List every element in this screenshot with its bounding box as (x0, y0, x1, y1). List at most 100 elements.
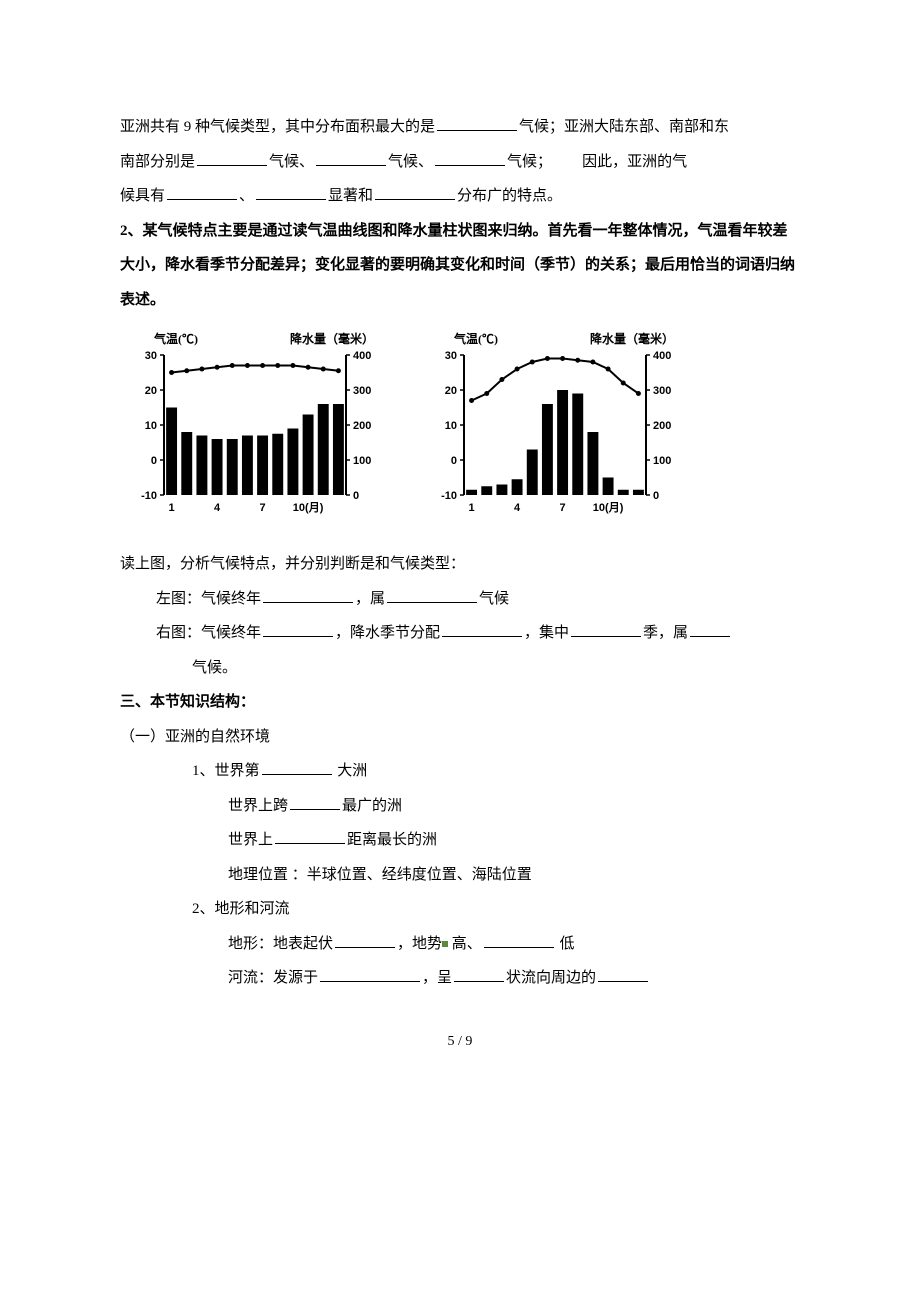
paragraph-1c: 候具有 、 显著和 分布广的特点。 (120, 179, 800, 214)
svg-text:10: 10 (145, 420, 157, 432)
blank (290, 794, 340, 810)
text: ，降水季节分配 (335, 625, 440, 641)
blank (454, 966, 504, 982)
text: 状流向周边的 (506, 970, 596, 986)
svg-text:20: 20 (445, 385, 457, 397)
text: ，地势 (397, 936, 442, 952)
svg-text:200: 200 (653, 420, 671, 432)
svg-text:10: 10 (445, 420, 457, 432)
blank (437, 115, 517, 131)
svg-text:4: 4 (214, 502, 221, 514)
svg-text:30: 30 (145, 350, 157, 362)
svg-text:降水量（毫米）: 降水量（毫米） (290, 331, 374, 346)
blank (387, 587, 477, 603)
chart-right: -1001020300100200300400气温(℃)降水量（毫米）14710… (420, 327, 690, 527)
text: ，呈 (422, 970, 452, 986)
text: 1、世界第 (192, 763, 260, 779)
svg-text:200: 200 (353, 420, 371, 432)
svg-text:7: 7 (260, 502, 266, 514)
text: 分布广的特点。 (457, 188, 562, 204)
text: 大洲 (334, 763, 368, 779)
text: 因此，亚洲的气 (582, 154, 687, 170)
svg-text:400: 400 (353, 350, 371, 362)
svg-text:-10: -10 (441, 490, 457, 502)
svg-text:0: 0 (653, 490, 659, 502)
svg-text:降水量（毫米）: 降水量（毫米） (590, 331, 674, 346)
text: 低 (556, 936, 575, 952)
blank (435, 150, 505, 166)
text: 季，属 (643, 625, 688, 641)
sec3-1-1b: 世界上 距离最长的洲 (120, 823, 800, 858)
svg-text:7: 7 (560, 502, 566, 514)
blank (320, 966, 420, 982)
blank (275, 828, 345, 844)
blank (256, 184, 326, 200)
text: 高、 (448, 936, 482, 952)
sec3-1-1: 1、世界第 大洲 (120, 754, 800, 789)
svg-text:1: 1 (469, 502, 475, 514)
svg-text:-10: -10 (141, 490, 157, 502)
svg-text:300: 300 (653, 385, 671, 397)
read-intro: 读上图，分析气候特点，并分别判断是和气候类型： (120, 547, 800, 582)
svg-text:0: 0 (353, 490, 359, 502)
text: 气候； (507, 154, 552, 170)
text: 右图：气候终年 (156, 625, 261, 641)
chart-left-svg: -1001020300100200300400气温(℃)降水量（毫米）14710… (120, 327, 390, 527)
text: 气候、 (269, 154, 314, 170)
text: 、 (239, 188, 254, 204)
text: 世界上 (228, 832, 273, 848)
blank (263, 587, 353, 603)
svg-text:10(月): 10(月) (593, 501, 624, 514)
blank (375, 184, 455, 200)
text: 地形：地表起伏 (228, 936, 333, 952)
blank (571, 621, 641, 637)
sec3-1-1a: 世界上跨 最广的洲 (120, 789, 800, 824)
blank (263, 621, 333, 637)
text: 气候、 (388, 154, 433, 170)
sec3-1-title: （一）亚洲的自然环境 (120, 720, 800, 755)
text: 河流：发源于 (228, 970, 318, 986)
text: 世界上跨 (228, 798, 288, 814)
page-footer: 5 / 9 (120, 1026, 800, 1058)
left-fig-line: 左图：气候终年，属气候 (120, 582, 800, 617)
blank (598, 966, 648, 982)
page-container: 亚洲共有 9 种气候类型，其中分布面积最大的是 气候；亚洲大陆东部、南部和东 南部… (0, 0, 920, 1118)
text: ，集中 (524, 625, 569, 641)
paragraph-1b: 南部分别是 气候、 气候、 气候； 因此，亚洲的气 (120, 145, 800, 180)
svg-text:30: 30 (445, 350, 457, 362)
text: 候具有 (120, 188, 165, 204)
svg-text:300: 300 (353, 385, 371, 397)
blank (690, 621, 730, 637)
sec3-1-2b: 河流：发源于 ，呈 状流向周边的 (120, 961, 800, 996)
blank (197, 150, 267, 166)
blank (262, 759, 332, 775)
charts-row: -1001020300100200300400气温(℃)降水量（毫米）14710… (120, 327, 800, 527)
svg-text:0: 0 (151, 455, 157, 467)
svg-text:气温(℃): 气温(℃) (453, 331, 498, 346)
text: 距离最长的洲 (347, 832, 437, 848)
svg-text:4: 4 (514, 502, 521, 514)
text: 气候。 (192, 660, 237, 676)
svg-text:10(月): 10(月) (293, 501, 324, 514)
sec3-1-1c: 地理位置 ：半球位置、经纬度位置、海陆位置 (120, 858, 800, 893)
blank (335, 932, 395, 948)
chart-right-svg: -1001020300100200300400气温(℃)降水量（毫米）14710… (420, 327, 690, 527)
svg-text:400: 400 (653, 350, 671, 362)
text: 南部分别是 (120, 154, 195, 170)
text: 气候；亚洲大陆东部、南部和东 (519, 119, 729, 135)
blank (442, 621, 522, 637)
blank (316, 150, 386, 166)
text: 气候 (479, 591, 509, 607)
section3-title: 三、本节知识结构： (120, 685, 800, 720)
blank (484, 932, 554, 948)
paragraph-2: 2、某气候特点主要是通过读气温曲线图和降水量柱状图来归纳。首先看一年整体情况，气… (120, 214, 800, 318)
svg-text:100: 100 (353, 455, 371, 467)
chart-left: -1001020300100200300400气温(℃)降水量（毫米）14710… (120, 327, 390, 527)
text: ，属 (355, 591, 385, 607)
text: 最广的洲 (342, 798, 402, 814)
text: 亚洲共有 9 种气候类型，其中分布面积最大的是 (120, 119, 435, 135)
text: 显著和 (328, 188, 373, 204)
svg-text:100: 100 (653, 455, 671, 467)
paragraph-1: 亚洲共有 9 种气候类型，其中分布面积最大的是 气候；亚洲大陆东部、南部和东 (120, 110, 800, 145)
svg-text:0: 0 (451, 455, 457, 467)
